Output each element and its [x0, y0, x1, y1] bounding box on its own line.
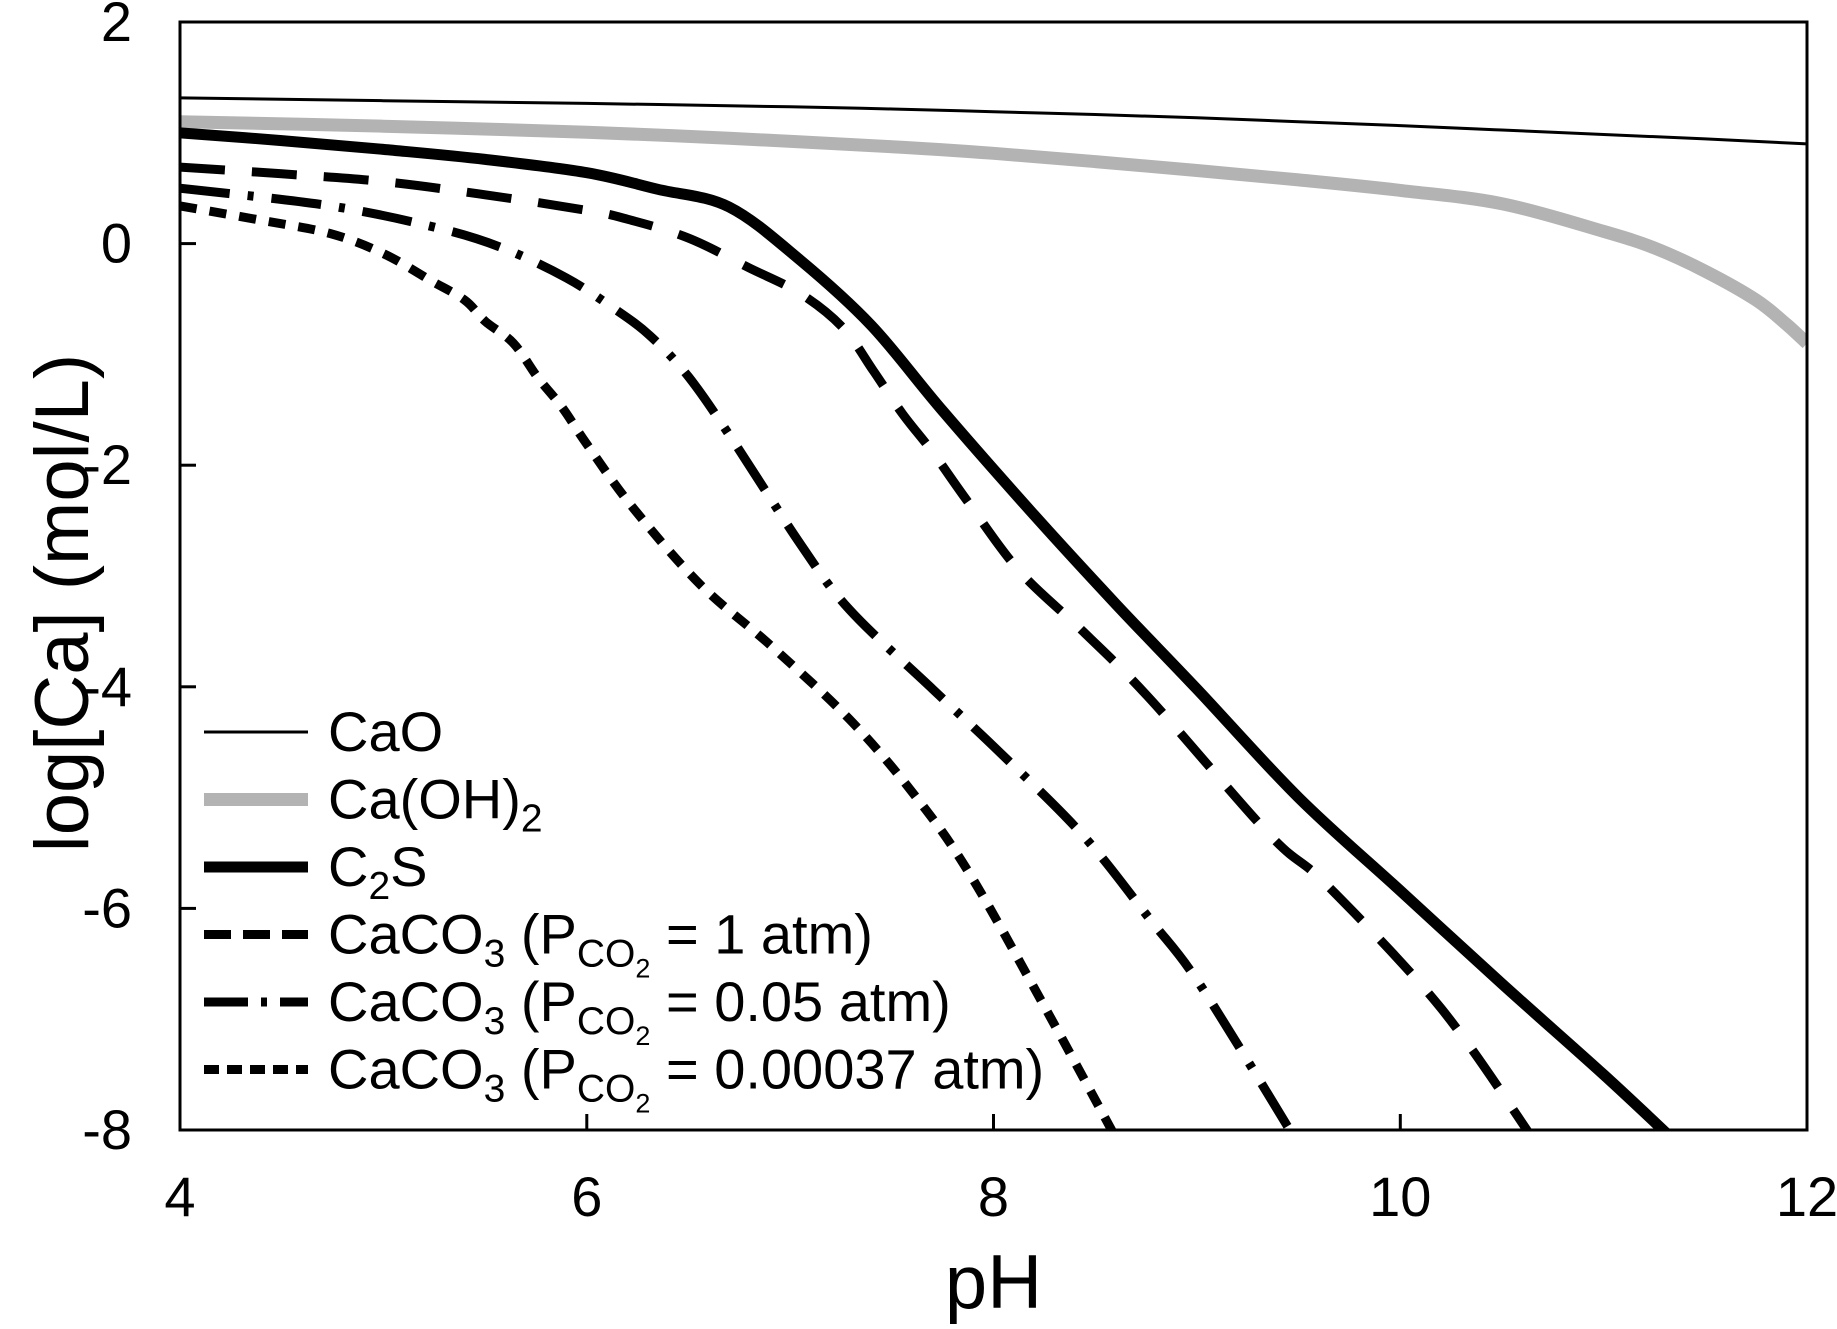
curve-C2S [180, 127, 1672, 1130]
y-tick-label: 2 [101, 0, 132, 53]
legend-label: CaCO3 (PCO2 = 0.00037 atm) [328, 1038, 1044, 1119]
curve-CaCO3-005atm [180, 183, 1295, 1130]
x-tick-label: 4 [164, 1165, 195, 1228]
y-tick-label: -8 [82, 1098, 132, 1161]
legend-item-CaCO3-005atm: CaCO3 (PCO2 = 0.05 atm) [204, 970, 951, 1051]
y-tick-label: -4 [82, 655, 132, 718]
curve-CaCO3-000037atm [180, 201, 1117, 1130]
y-tick-label: -2 [82, 433, 132, 496]
legend-item-CaO: CaO [204, 700, 443, 763]
legend-item-CaCO3-1atm: CaCO3 (PCO2 = 1 atm) [204, 903, 873, 984]
x-axis-title: pH [945, 1240, 1042, 1324]
legend-label: C2S [328, 835, 428, 908]
x-tick-label: 6 [571, 1165, 602, 1228]
legend-label: CaO [328, 700, 443, 763]
y-axis-title: log[Ca] (mol/L) [20, 354, 105, 852]
legend-label: Ca(OH)2 [328, 768, 543, 841]
curves-group [180, 96, 1807, 1130]
curve-CaOH2 [180, 115, 1807, 349]
x-tick-label: 12 [1776, 1165, 1837, 1228]
legend-item-CaOH2: Ca(OH)2 [204, 768, 543, 841]
x-tick-label: 8 [978, 1165, 1009, 1228]
legend-item-C2S: C2S [204, 835, 428, 908]
x-tick-label: 10 [1369, 1165, 1431, 1228]
y-tick-label: 0 [101, 212, 132, 275]
legend-label: CaCO3 (PCO2 = 0.05 atm) [328, 970, 951, 1051]
legend-label: CaCO3 (PCO2 = 1 atm) [328, 903, 873, 984]
legend-item-CaCO3-000037atm: CaCO3 (PCO2 = 0.00037 atm) [204, 1038, 1044, 1119]
y-tick-label: -6 [82, 876, 132, 939]
curve-CaCO3-1atm [180, 162, 1533, 1130]
curve-CaO [180, 96, 1807, 146]
